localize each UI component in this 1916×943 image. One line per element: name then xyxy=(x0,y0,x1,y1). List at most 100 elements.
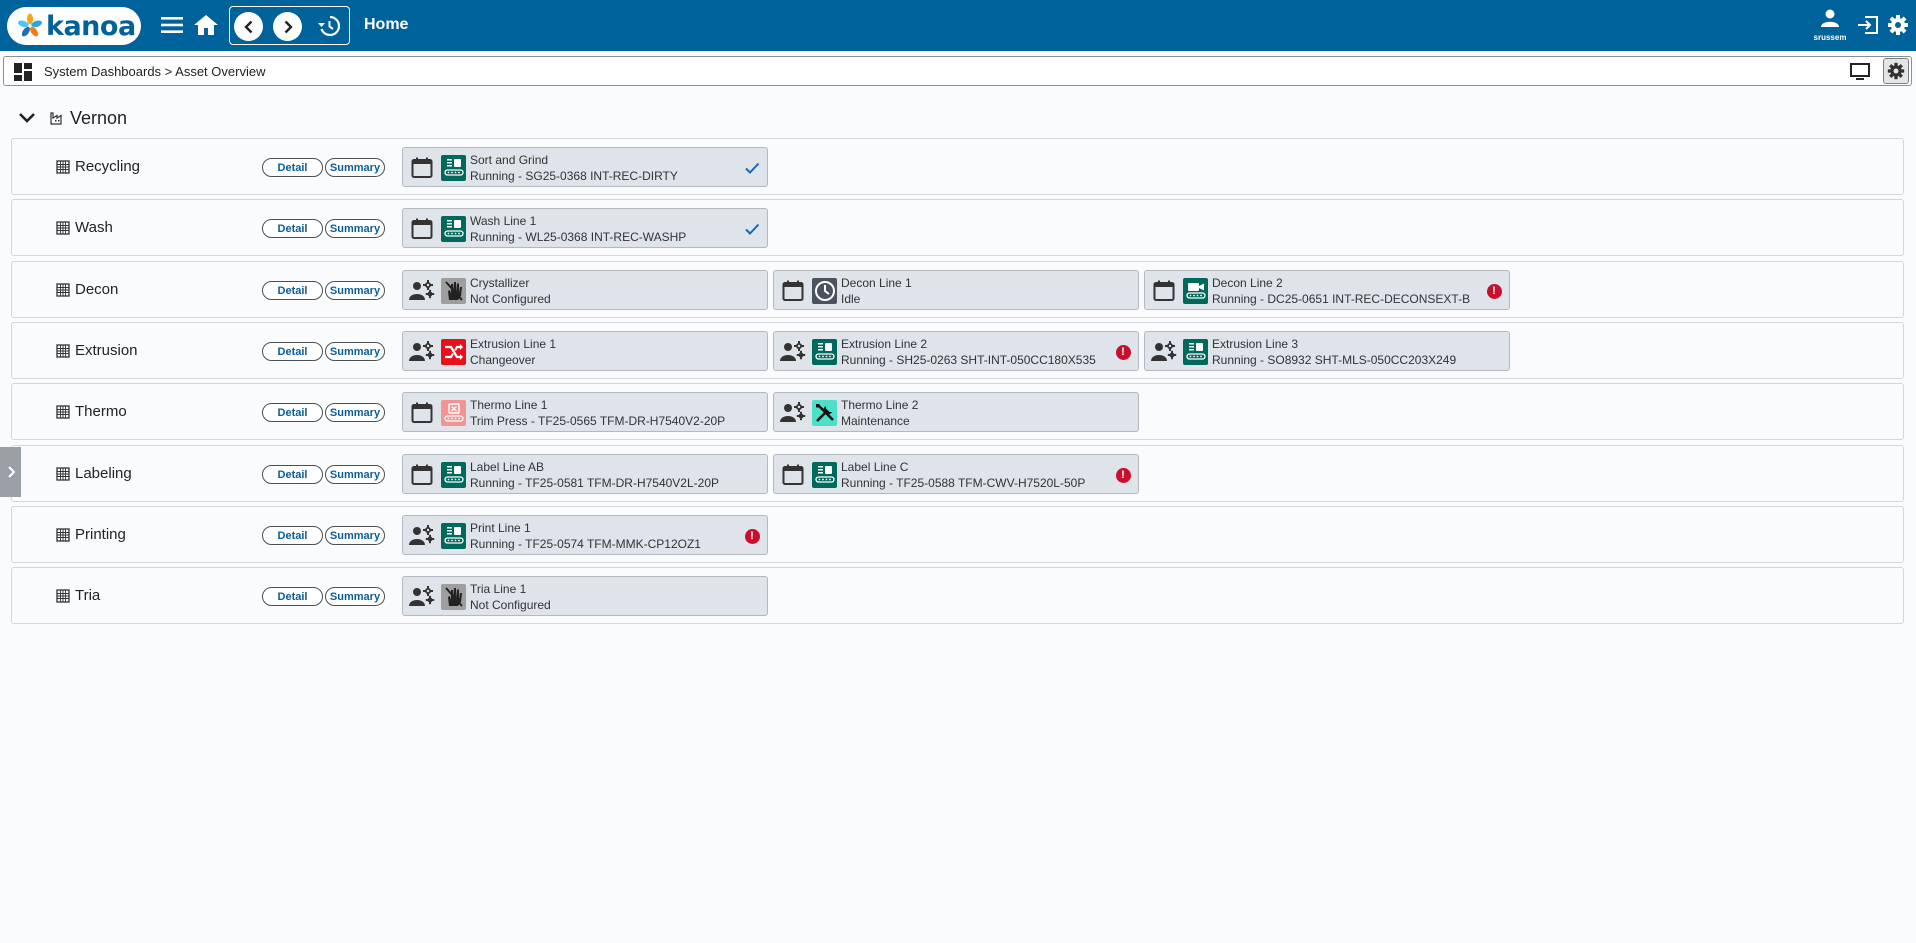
area-grid-icon xyxy=(56,589,70,603)
line-name: Decon Line 1 xyxy=(841,276,912,290)
changeover-icon xyxy=(441,339,466,365)
line-card[interactable]: Extrusion Line 3 Running - SO8932 SHT-MLS… xyxy=(1144,331,1510,371)
chevron-right-icon xyxy=(7,466,15,478)
detail-button[interactable]: Detail xyxy=(262,587,323,606)
user-profile[interactable]: srussem xyxy=(1808,8,1852,42)
trim-press-icon xyxy=(441,400,466,426)
side-panel-toggle[interactable] xyxy=(0,447,21,497)
detail-button[interactable]: Detail xyxy=(262,342,323,361)
alert-icon: ! xyxy=(744,528,760,544)
operator-icon[interactable] xyxy=(409,339,435,365)
line-card[interactable]: Print Line 1 Running - TF25-0574 TFM-MMK-… xyxy=(402,515,768,555)
line-status: Running - TF25-0581 TFM-DR-H7540V2L-20P xyxy=(470,476,720,490)
detail-button[interactable]: Detail xyxy=(262,526,323,545)
summary-button[interactable]: Summary xyxy=(325,403,385,422)
area-name: Labeling xyxy=(75,465,132,482)
monitor-icon[interactable] xyxy=(1849,62,1871,82)
logout-icon[interactable] xyxy=(1855,12,1881,38)
running-video-icon xyxy=(1183,278,1208,304)
line-name: Thermo Line 2 xyxy=(841,398,919,412)
summary-button[interactable]: Summary xyxy=(325,158,385,177)
area-row-labeling: Labeling Detail Summary Label Line AB Runnin… xyxy=(11,445,1904,502)
line-card[interactable]: Label Line C Running - TF25-0588 TFM-CWV-… xyxy=(773,454,1139,494)
settings-gear-icon[interactable] xyxy=(1885,12,1911,38)
summary-button[interactable]: Summary xyxy=(325,342,385,361)
operator-icon[interactable] xyxy=(409,523,435,549)
calendar-icon[interactable] xyxy=(409,155,435,181)
line-name: Print Line 1 xyxy=(470,521,531,535)
calendar-icon[interactable] xyxy=(780,462,806,488)
calendar-icon[interactable] xyxy=(409,462,435,488)
calendar-icon[interactable] xyxy=(780,278,806,304)
maintenance-icon xyxy=(812,400,837,426)
operator-icon[interactable] xyxy=(409,584,435,610)
operator-icon[interactable] xyxy=(780,400,806,426)
line-card[interactable]: Decon Line 2 Running - DC25-0651 INT-REC-… xyxy=(1144,270,1510,310)
detail-button[interactable]: Detail xyxy=(262,158,323,177)
history-icon[interactable] xyxy=(316,13,342,39)
summary-button[interactable]: Summary xyxy=(325,465,385,484)
summary-button[interactable]: Summary xyxy=(325,281,385,300)
summary-button[interactable]: Summary xyxy=(325,587,385,606)
detail-button[interactable]: Detail xyxy=(262,403,323,422)
dashboard-settings-button[interactable] xyxy=(1883,58,1909,84)
detail-button[interactable]: Detail xyxy=(262,281,323,300)
calendar-icon[interactable] xyxy=(409,216,435,242)
area-name: Thermo xyxy=(75,403,127,420)
calendar-icon[interactable] xyxy=(1151,278,1177,304)
line-status: Running - SO8932 SHT-MLS-050CC203X249 xyxy=(1212,353,1457,367)
site-header[interactable]: Vernon xyxy=(18,106,127,130)
summary-button[interactable]: Summary xyxy=(325,219,385,238)
line-card[interactable]: Sort and Grind Running - SG25-0368 INT-RE… xyxy=(402,147,768,187)
area-row-thermo: Thermo Detail Summary Thermo Line 1 Trim Pre… xyxy=(11,383,1904,440)
alert-icon: ! xyxy=(1115,344,1131,360)
calendar-icon[interactable] xyxy=(409,400,435,426)
line-name: Crystallizer xyxy=(470,276,530,290)
chevron-left-icon xyxy=(243,20,252,33)
line-name: Sort and Grind xyxy=(470,153,549,167)
operator-icon[interactable] xyxy=(409,278,435,304)
area-grid-icon xyxy=(56,283,70,297)
line-card[interactable]: Extrusion Line 1 Changeover xyxy=(402,331,768,371)
area-grid-icon xyxy=(56,467,70,481)
line-status: Not Configured xyxy=(470,598,551,612)
line-card[interactable]: Label Line AB Running - TF25-0581 TFM-DR-… xyxy=(402,454,768,494)
line-card[interactable]: Tria Line 1 Not Configured xyxy=(402,576,768,616)
line-status: Running - TF25-0574 TFM-MMK-CP12OZ1 xyxy=(470,537,701,551)
operator-icon[interactable] xyxy=(1151,339,1177,365)
area-grid-icon xyxy=(56,160,70,174)
detail-button[interactable]: Detail xyxy=(262,465,323,484)
line-card[interactable]: Crystallizer Not Configured xyxy=(402,270,768,310)
back-button[interactable] xyxy=(234,12,263,41)
line-name: Wash Line 1 xyxy=(470,214,537,228)
area-name: Decon xyxy=(75,281,119,298)
line-status: Changeover xyxy=(470,353,536,367)
check-icon xyxy=(744,160,760,176)
running-icon xyxy=(1183,339,1208,365)
line-card[interactable]: Extrusion Line 2 Running - SH25-0263 SHT-… xyxy=(773,331,1139,371)
chevron-down-icon[interactable] xyxy=(18,111,36,125)
line-card[interactable]: Wash Line 1 Running - WL25-0368 INT-REC-W… xyxy=(402,208,768,248)
line-card[interactable]: Decon Line 1 Idle xyxy=(773,270,1139,310)
detail-button[interactable]: Detail xyxy=(262,219,323,238)
operator-icon[interactable] xyxy=(780,339,806,365)
summary-button[interactable]: Summary xyxy=(325,526,385,545)
menu-icon[interactable] xyxy=(159,12,185,38)
line-card[interactable]: Thermo Line 2 Maintenance xyxy=(773,392,1139,432)
line-status: Trim Press - TF25-0565 TFM-DR-H7540V2-20… xyxy=(470,414,726,428)
user-icon xyxy=(1821,9,1839,27)
line-card[interactable]: Thermo Line 1 Trim Press - TF25-0565 TFM-… xyxy=(402,392,768,432)
gear-icon xyxy=(1887,62,1905,80)
kanoa-logo[interactable]: kanoa xyxy=(7,7,141,45)
area-name: Wash xyxy=(75,219,113,236)
not-configured-icon xyxy=(441,584,466,610)
line-status: Maintenance xyxy=(841,414,910,428)
area-grid-icon xyxy=(56,221,70,235)
area-row-tria: Tria Detail Summary Tria Line 1 Not Configur… xyxy=(11,567,1904,624)
home-icon[interactable] xyxy=(193,12,219,38)
forward-button[interactable] xyxy=(273,12,302,41)
breadcrumb-bar: System Dashboards > Asset Overview xyxy=(3,56,1912,86)
dashboard-icon[interactable] xyxy=(14,63,32,81)
alert-icon: ! xyxy=(1115,467,1131,483)
running-icon xyxy=(441,462,466,488)
